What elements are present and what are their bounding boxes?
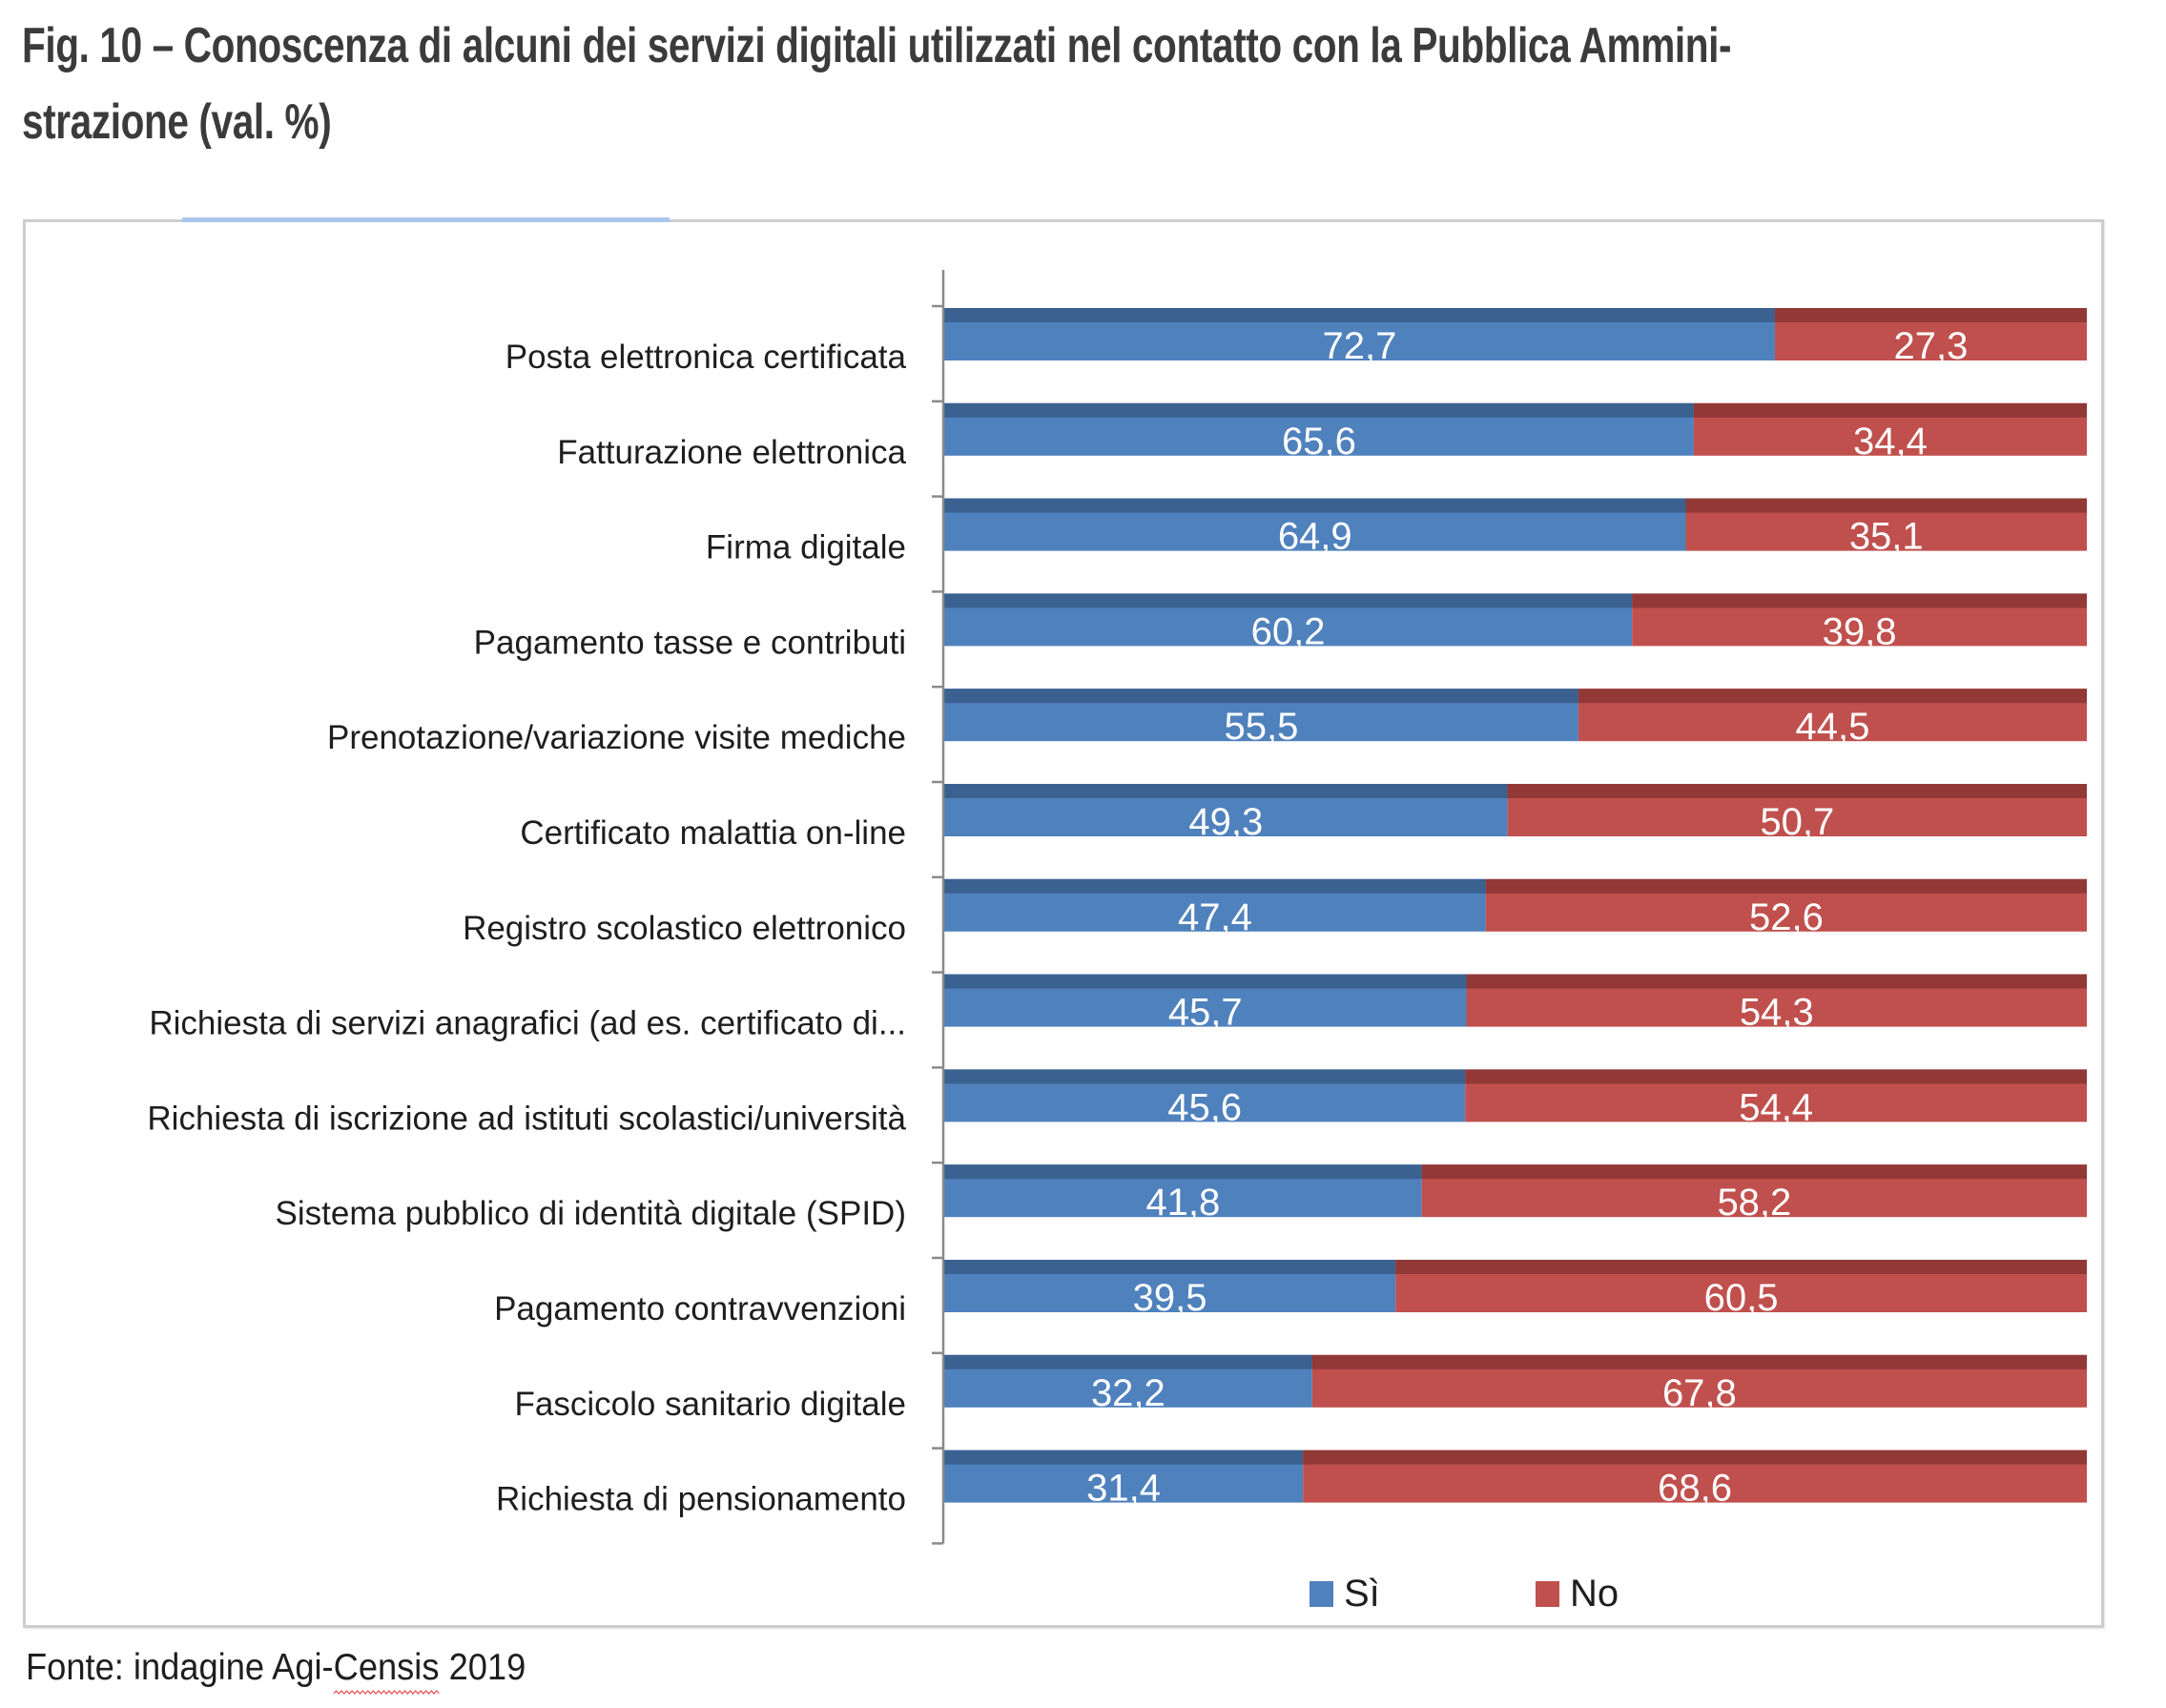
- bar-segment-si-top-band: [944, 498, 1686, 513]
- frame-accent-line: [182, 217, 670, 222]
- legend: Sì No: [1310, 1573, 1619, 1615]
- category-label: Posta elettronica certificata: [505, 339, 907, 376]
- data-label-no: 58,2: [1717, 1182, 1791, 1224]
- data-label-si: 65,6: [1282, 421, 1356, 463]
- bar-row: 47,4 52,6: [944, 878, 2087, 938]
- legend-label-si: Sì: [1344, 1573, 1380, 1615]
- data-label-si: 72,7: [1323, 325, 1397, 367]
- data-label-no: 34,4: [1853, 421, 1928, 463]
- data-label-si: 60,2: [1251, 610, 1326, 652]
- bar-segment-no-top-band: [1578, 689, 2087, 704]
- bar-row: 72,7 27,3: [944, 308, 2087, 367]
- bar-segment-si-top-band: [944, 402, 1694, 418]
- category-axis: [932, 270, 945, 1545]
- bar-segment-no-top-band: [1395, 1260, 2087, 1274]
- data-label-si: 45,6: [1167, 1086, 1242, 1128]
- bar-segment-no-top-band: [1466, 974, 2087, 989]
- data-label-no: 50,7: [1760, 801, 1834, 843]
- bar-row: 31,4 68,6: [944, 1450, 2087, 1510]
- source-suffix: 2019: [439, 1647, 526, 1688]
- data-label-si: 39,5: [1133, 1277, 1207, 1319]
- source-prefix: Fonte: indagine Agi-: [26, 1647, 334, 1688]
- bar-segment-si-top-band: [944, 974, 1467, 989]
- bar-segment-si-top-band: [944, 1260, 1396, 1274]
- bar-row: 41,8 58,2: [944, 1164, 2087, 1224]
- bar-row: 39,5 60,5: [944, 1260, 2087, 1319]
- data-label-no: 68,6: [1658, 1468, 1732, 1510]
- bar-segment-si-top-band: [944, 1069, 1466, 1084]
- bar-segment-no-top-band: [1774, 308, 2087, 322]
- data-label-no: 54,4: [1739, 1086, 1813, 1128]
- category-label: Prenotazione/variazione visite mediche: [327, 719, 906, 756]
- data-label-no: 27,3: [1894, 325, 1969, 367]
- data-label-si: 47,4: [1178, 896, 1252, 938]
- legend-swatch-no: [1536, 1581, 1559, 1607]
- category-label: Pagamento contravvenzioni: [494, 1290, 906, 1327]
- bar-segment-si-top-band: [944, 593, 1633, 608]
- data-label-no: 60,5: [1704, 1277, 1779, 1319]
- category-labels: Posta elettronica certificata Fatturazion…: [147, 339, 906, 1518]
- bar-segment-no-top-band: [1632, 593, 2087, 608]
- source-flagged-word-text: Censis: [333, 1647, 440, 1688]
- bar-segment-no-top-band: [1421, 1164, 2087, 1180]
- bar-row: 60,2 39,8: [944, 593, 2087, 652]
- category-label: Firma digitale: [706, 529, 906, 566]
- data-label-no: 52,6: [1749, 896, 1824, 938]
- bar-segment-no-top-band: [1465, 1069, 2087, 1084]
- category-label: Richiesta di iscrizione ad istituti scol…: [147, 1100, 906, 1137]
- category-label: Fatturazione elettronica: [557, 434, 906, 471]
- category-label: Certificato malattia on-line: [520, 814, 906, 852]
- data-label-si: 64,9: [1278, 516, 1352, 558]
- data-label-si: 41,8: [1145, 1182, 1220, 1224]
- bar-row: 32,2 67,8: [944, 1354, 2087, 1414]
- category-label: Registro scolastico elettronico: [463, 910, 906, 947]
- bars-group: 72,7 27,3 65,6 34,4 64,9 35,1 60,2 39,8 55,5 44,5…: [944, 308, 2087, 1510]
- bar-row: 45,7 54,3: [944, 974, 2087, 1034]
- bar-segment-si-top-band: [944, 689, 1578, 704]
- data-label-si: 55,5: [1225, 706, 1299, 748]
- bar-row: 64,9 35,1: [944, 498, 2087, 558]
- data-label-no: 35,1: [1849, 516, 1924, 558]
- bar-segment-si-top-band: [944, 878, 1486, 894]
- bar-segment-si-top-band: [944, 1164, 1422, 1180]
- source-flagged-word: Censis: [333, 1647, 440, 1695]
- bar-segment-si-top-band: [944, 1450, 1304, 1465]
- bar-segment-no-top-band: [1303, 1450, 2087, 1465]
- legend-swatch-si: [1310, 1581, 1333, 1607]
- bar-segment-no-top-band: [1507, 784, 2087, 798]
- category-label: Fascicolo sanitario digitale: [515, 1386, 906, 1423]
- bar-segment-no-top-band: [1693, 402, 2087, 418]
- figure-title-line-1: Fig. 10 – Conoscenza di alcuni dei servi…: [22, 18, 1732, 73]
- bar-row: 55,5 44,5: [944, 689, 2087, 748]
- data-label-si: 32,2: [1091, 1372, 1166, 1414]
- figure-title-line-2: strazione (val. %): [22, 94, 332, 150]
- bar-row: 45,6 54,4: [944, 1069, 2087, 1128]
- bar-segment-no-top-band: [1685, 498, 2087, 513]
- bar-segment-si-top-band: [944, 1354, 1312, 1369]
- figure-title: Fig. 10 – Conoscenza di alcuni dei servi…: [22, 8, 1732, 160]
- data-label-no: 44,5: [1796, 706, 1870, 748]
- category-label: Sistema pubblico di identità digitale (S…: [276, 1195, 906, 1232]
- bar-segment-no-top-band: [1485, 878, 2087, 894]
- data-label-no: 39,8: [1823, 610, 1897, 652]
- category-label: Richiesta di pensionamento: [496, 1481, 906, 1518]
- data-label-no: 54,3: [1740, 992, 1814, 1034]
- bar-segment-si-top-band: [944, 784, 1508, 798]
- spellcheck-squiggle-icon: [333, 1690, 440, 1695]
- bar-segment-si-top-band: [944, 308, 1775, 322]
- bar-segment-no-top-band: [1311, 1354, 2087, 1369]
- category-label: Pagamento tasse e contributi: [474, 624, 906, 661]
- legend-label-no: No: [1570, 1573, 1619, 1615]
- data-label-si: 31,4: [1086, 1468, 1161, 1510]
- data-label-no: 67,8: [1662, 1372, 1737, 1414]
- bar-row: 49,3 50,7: [944, 784, 2087, 843]
- bar-row: 65,6 34,4: [944, 402, 2087, 463]
- category-label: Richiesta di servizi anagrafici (ad es. …: [149, 1005, 906, 1042]
- source-note: Fonte: indagine Agi-Censis 2019: [26, 1647, 526, 1695]
- data-label-si: 49,3: [1188, 801, 1263, 843]
- data-label-si: 45,7: [1168, 992, 1243, 1034]
